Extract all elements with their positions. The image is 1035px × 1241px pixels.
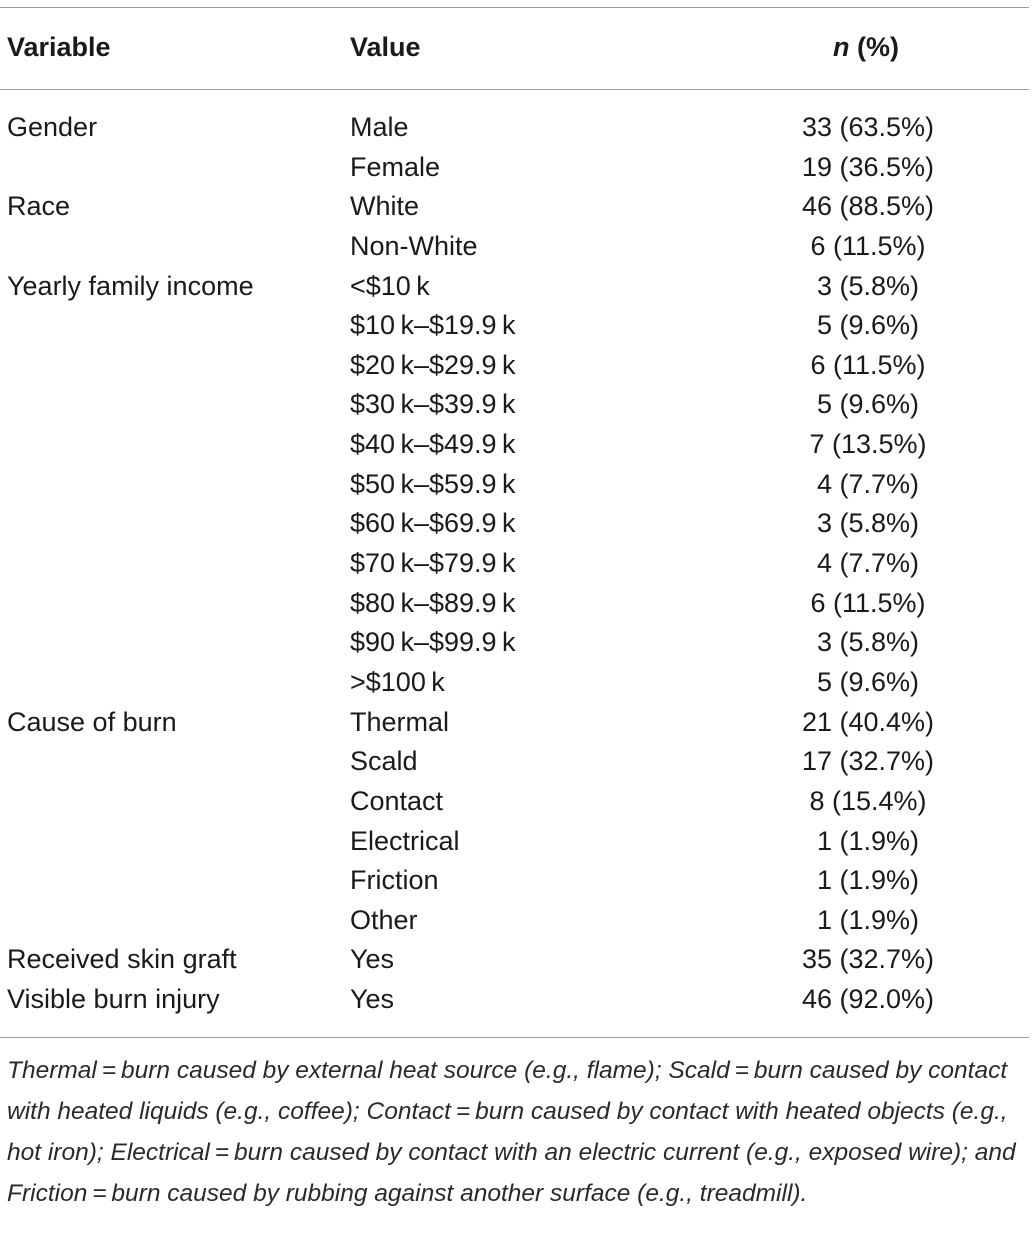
table-row: $90 k–$99.9 k 3 (5.8%) <box>0 623 1029 663</box>
table-row: Cause of burn Thermal 21 (40.4%) <box>0 703 1029 743</box>
cell-n-percent: 46 (92.0%) <box>801 984 935 1015</box>
cell-value: Yes <box>350 944 395 975</box>
header-percent: (%) <box>849 32 899 62</box>
header-n-percent: n (%) <box>833 30 899 64</box>
table-row: $20 k–$29.9 k 6 (11.5%) <box>0 346 1029 386</box>
table-row: Yearly family income <$10 k 3 (5.8%) <box>0 267 1029 307</box>
cell-variable: Cause of burn <box>7 706 177 737</box>
cell-n-percent: 6 (11.5%) <box>810 230 926 261</box>
cell-value: Contact <box>350 785 444 816</box>
cell-value: Thermal <box>350 706 450 737</box>
table-row: $40 k–$49.9 k 7 (13.5%) <box>0 425 1029 465</box>
cell-variable: Visible burn injury <box>7 984 220 1015</box>
cell-value: Friction <box>350 865 439 896</box>
table-row: $30 k–$39.9 k 5 (9.6%) <box>0 385 1029 425</box>
cell-value: $60 k–$69.9 k <box>350 508 516 539</box>
table-row: Female 19 (36.5%) <box>0 148 1029 188</box>
cell-n-percent: 4 (7.7%) <box>816 468 920 499</box>
cell-n-percent: 5 (9.6%) <box>816 389 920 420</box>
cell-value: Yes <box>350 984 395 1015</box>
cell-n-percent: 4 (7.7%) <box>816 548 920 579</box>
header-value: Value <box>350 32 421 62</box>
table-row: Scald 17 (32.7%) <box>0 742 1029 782</box>
cell-value: Other <box>350 904 418 935</box>
table-top-rule <box>0 7 1029 8</box>
cell-value: Electrical <box>350 825 460 856</box>
cell-n-percent: 3 (5.8%) <box>816 627 920 658</box>
cell-variable: Yearly family income <box>7 270 254 301</box>
table-row: $80 k–$89.9 k 6 (11.5%) <box>0 584 1029 624</box>
cell-value: $10 k–$19.9 k <box>350 310 516 341</box>
cell-n-percent: 5 (9.6%) <box>816 666 920 697</box>
cell-value: Scald <box>350 746 418 777</box>
cell-n-percent: 6 (11.5%) <box>810 349 926 380</box>
table-row: Contact 8 (15.4%) <box>0 782 1029 822</box>
cell-n-percent: 21 (40.4%) <box>801 706 935 737</box>
cell-value: $80 k–$89.9 k <box>350 587 516 618</box>
table-row: Non-White 6 (11.5%) <box>0 227 1029 267</box>
cell-value: <$10 k <box>350 270 430 301</box>
table-bottom-rule <box>0 1037 1029 1038</box>
cell-variable: Gender <box>7 112 98 142</box>
cell-n-percent: 7 (13.5%) <box>809 429 927 460</box>
table-row: Race White 46 (88.5%) <box>0 187 1029 227</box>
cell-n-percent: 46 (88.5%) <box>801 191 935 222</box>
cell-value: $40 k–$49.9 k <box>350 429 516 460</box>
cell-value: $50 k–$59.9 k <box>350 468 516 499</box>
cell-value: $90 k–$99.9 k <box>350 627 516 658</box>
cell-n-percent: 17 (32.7%) <box>801 746 935 777</box>
cell-value: Non-White <box>350 230 478 261</box>
cell-variable: Race <box>7 191 71 222</box>
cell-n-percent: 1 (1.9%) <box>816 825 920 856</box>
table-row: Received skin graft Yes 35 (32.7%) <box>0 940 1029 980</box>
cell-variable: Received skin graft <box>7 944 237 975</box>
cell-n-percent: 19 (36.5%) <box>801 151 935 182</box>
table-row: $60 k–$69.9 k 3 (5.8%) <box>0 504 1029 544</box>
cell-value: >$100 k <box>350 666 445 697</box>
table-row: Other 1 (1.9%) <box>0 901 1029 941</box>
cell-value: Male <box>350 112 409 142</box>
cell-value: $30 k–$39.9 k <box>350 389 516 420</box>
header-variable: Variable <box>7 32 111 62</box>
cell-n-percent: 3 (5.8%) <box>816 270 920 301</box>
header-n-letter: n <box>833 32 850 62</box>
table-row: >$100 k 5 (9.6%) <box>0 663 1029 703</box>
cell-value: White <box>350 191 420 222</box>
table-row: Gender Male 33 (63.5%) <box>0 108 1029 148</box>
cell-n-percent: 1 (1.9%) <box>816 865 920 896</box>
cell-n-percent: 8 (15.4%) <box>809 785 927 816</box>
table-row: Friction 1 (1.9%) <box>0 861 1029 901</box>
cell-n-percent: 5 (9.6%) <box>816 310 920 341</box>
cell-n-percent: 1 (1.9%) <box>816 904 920 935</box>
cell-value: Female <box>350 151 441 182</box>
cell-n-percent: 35 (32.7%) <box>801 944 935 975</box>
cell-n-percent: 33 (63.5%) <box>801 112 935 142</box>
table-row: Visible burn injury Yes 46 (92.0%) <box>0 980 1029 1020</box>
cell-n-percent: 3 (5.8%) <box>816 508 920 539</box>
table-body: Gender Male 33 (63.5%) Female 19 (36.5%) Race… <box>0 108 1029 1020</box>
cell-value: $20 k–$29.9 k <box>350 349 516 380</box>
table-row: Electrical 1 (1.9%) <box>0 822 1029 862</box>
table-row: $50 k–$59.9 k 4 (7.7%) <box>0 465 1029 505</box>
table-header-rule <box>0 89 1029 90</box>
table-row: $70 k–$79.9 k 4 (7.7%) <box>0 544 1029 584</box>
table-row: $10 k–$19.9 k 5 (9.6%) <box>0 306 1029 346</box>
table-footnote: Thermal = burn caused by external heat s… <box>7 1057 1016 1207</box>
cell-value: $70 k–$79.9 k <box>350 548 516 579</box>
cell-n-percent: 6 (11.5%) <box>810 587 926 618</box>
